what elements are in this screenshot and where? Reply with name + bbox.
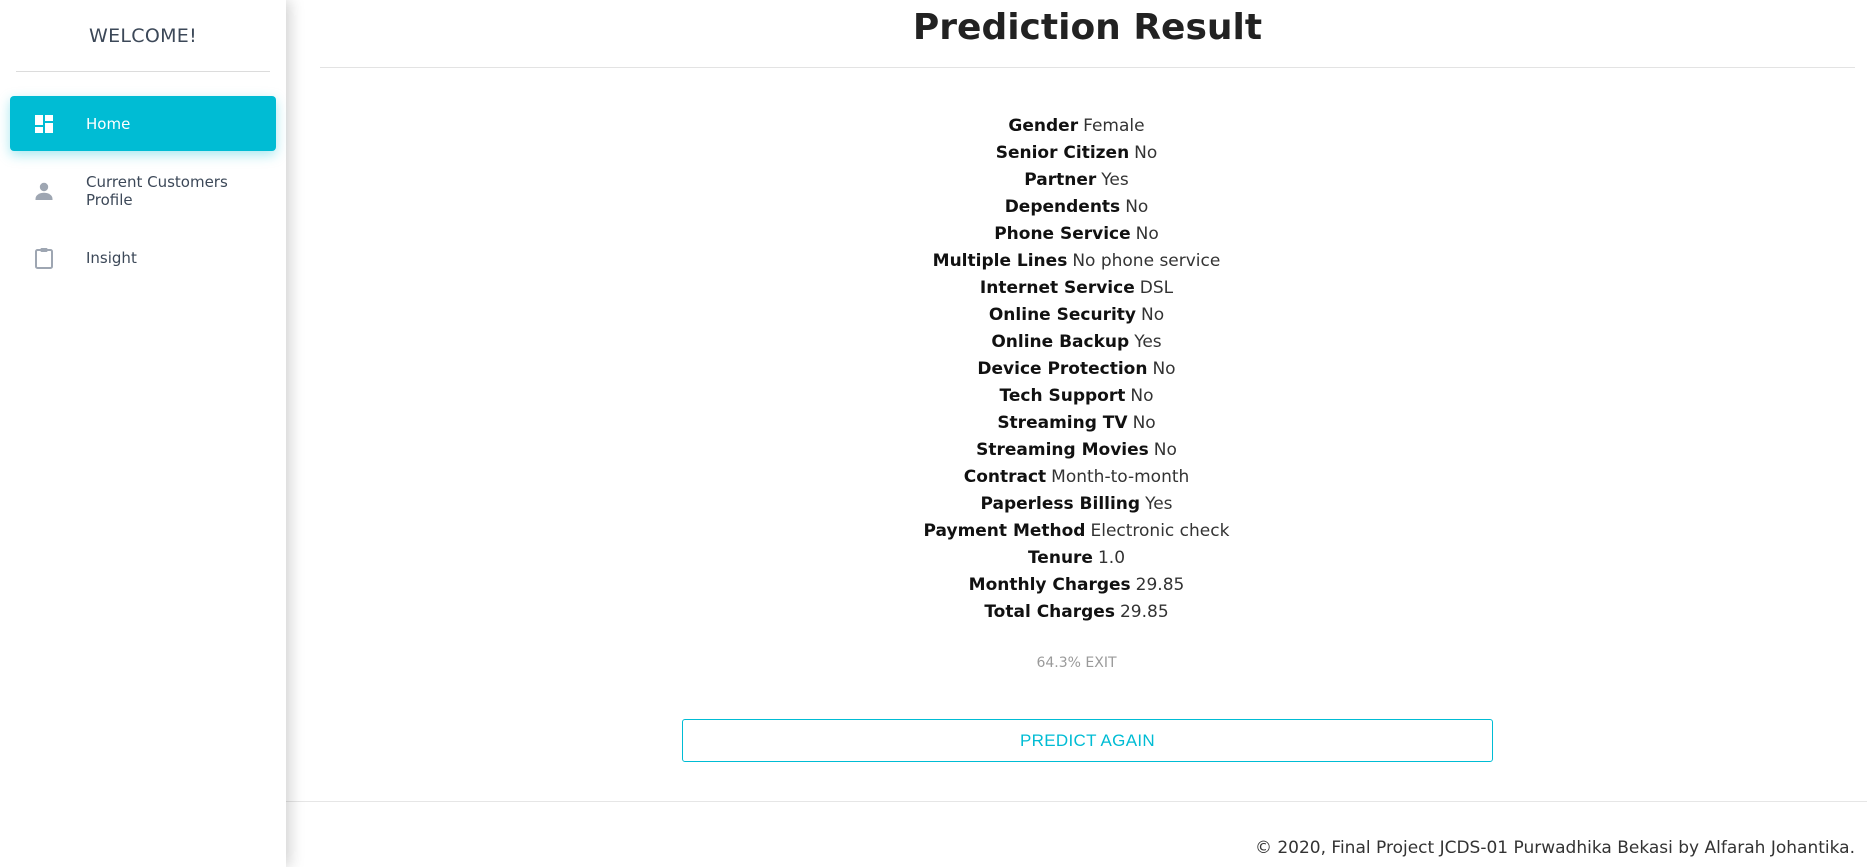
field-row-total-charges: Total Charges 29.85 [286, 599, 1867, 626]
field-value: 29.85 [1135, 575, 1185, 595]
predict-again-button[interactable]: PREDICT AGAIN [682, 719, 1493, 762]
field-label: Device Protection [977, 359, 1148, 379]
field-row-paperless-billing: Paperless Billing Yes [286, 491, 1867, 518]
field-label: Paperless Billing [980, 494, 1141, 514]
main-content: Prediction Result Gender Female Senior Ci… [286, 0, 1867, 867]
field-row-contract: Contract Month-to-month [286, 464, 1867, 491]
field-value: Female [1083, 116, 1145, 136]
field-label: Contract [963, 467, 1047, 487]
field-row-online-backup: Online Backup Yes [286, 329, 1867, 356]
sidebar-item-label: Current Customers Profile [86, 172, 228, 209]
field-label: Payment Method [923, 521, 1086, 541]
field-row-monthly-charges: Monthly Charges 29.85 [286, 572, 1867, 599]
clipboard-icon [32, 246, 56, 270]
field-row-online-security: Online Security No [286, 302, 1867, 329]
field-label: Internet Service [979, 278, 1135, 298]
field-row-tech-support: Tech Support No [286, 383, 1867, 410]
field-row-tenure: Tenure 1.0 [286, 545, 1867, 572]
field-row-partner: Partner Yes [286, 167, 1867, 194]
field-label: Gender [1008, 116, 1079, 136]
sidebar-nav: Home Current Customers Profile Insight [0, 96, 286, 285]
field-label: Phone Service [994, 224, 1131, 244]
field-row-payment-method: Payment Method Electronic check [286, 518, 1867, 545]
footer-copyright: © 2020, Final Project JCDS-01 Purwadhika… [1254, 838, 1855, 858]
footer-divider [286, 801, 1867, 802]
field-value: Yes [1101, 170, 1129, 190]
field-value: Yes [1145, 494, 1173, 514]
field-row-senior-citizen: Senior Citizen No [286, 140, 1867, 167]
prediction-fields: Gender Female Senior Citizen No Partner Yes… [286, 113, 1867, 626]
field-label: Online Backup [991, 332, 1130, 352]
field-row-internet-service: Internet Service DSL [286, 275, 1867, 302]
page-header: Prediction Result [320, 0, 1855, 68]
field-value: DSL [1139, 278, 1174, 298]
field-label: Dependents [1004, 197, 1121, 217]
field-value: Electronic check [1090, 521, 1230, 541]
page-title: Prediction Result [912, 7, 1263, 48]
field-value: No [1134, 143, 1158, 163]
sidebar: WELCOME! Home Current Customers Profile … [0, 0, 286, 867]
person-icon [32, 179, 56, 203]
field-value: Yes [1134, 332, 1162, 352]
field-value: 1.0 [1097, 548, 1126, 568]
field-value: No [1153, 440, 1177, 460]
sidebar-brand: WELCOME! [16, 0, 270, 72]
field-label: Streaming TV [997, 413, 1128, 433]
field-value: No [1132, 413, 1156, 433]
field-row-streaming-tv: Streaming TV No [286, 410, 1867, 437]
field-value: 29.85 [1119, 602, 1169, 622]
field-value: No [1125, 197, 1149, 217]
field-value: No phone service [1072, 251, 1221, 271]
field-value: No [1130, 386, 1154, 406]
sidebar-item-insight[interactable]: Insight [10, 230, 276, 285]
field-label: Streaming Movies [976, 440, 1149, 460]
field-row-device-protection: Device Protection No [286, 356, 1867, 383]
sidebar-item-label: Insight [86, 248, 137, 267]
field-row-phone-service: Phone Service No [286, 221, 1867, 248]
field-label: Total Charges [984, 602, 1115, 622]
field-label: Senior Citizen [995, 143, 1130, 163]
field-label: Tenure [1027, 548, 1093, 568]
field-label: Multiple Lines [932, 251, 1068, 271]
field-value: Month-to-month [1051, 467, 1190, 487]
field-label: Tech Support [999, 386, 1126, 406]
field-value: No [1152, 359, 1176, 379]
field-row-streaming-movies: Streaming Movies No [286, 437, 1867, 464]
field-label: Partner [1024, 170, 1097, 190]
field-row-multiple-lines: Multiple Lines No phone service [286, 248, 1867, 275]
sidebar-item-label: Home [86, 114, 131, 133]
prediction-result-text: 64.3% EXIT [1036, 655, 1117, 671]
field-label: Monthly Charges [968, 575, 1131, 595]
field-row-gender: Gender Female [286, 113, 1867, 140]
sidebar-item-home[interactable]: Home [10, 96, 276, 151]
field-label: Online Security [988, 305, 1136, 325]
sidebar-item-current-customers-profile[interactable]: Current Customers Profile [10, 163, 276, 218]
field-value: No [1135, 224, 1159, 244]
field-row-dependents: Dependents No [286, 194, 1867, 221]
field-value: No [1141, 305, 1165, 325]
dashboard-icon [32, 112, 56, 136]
